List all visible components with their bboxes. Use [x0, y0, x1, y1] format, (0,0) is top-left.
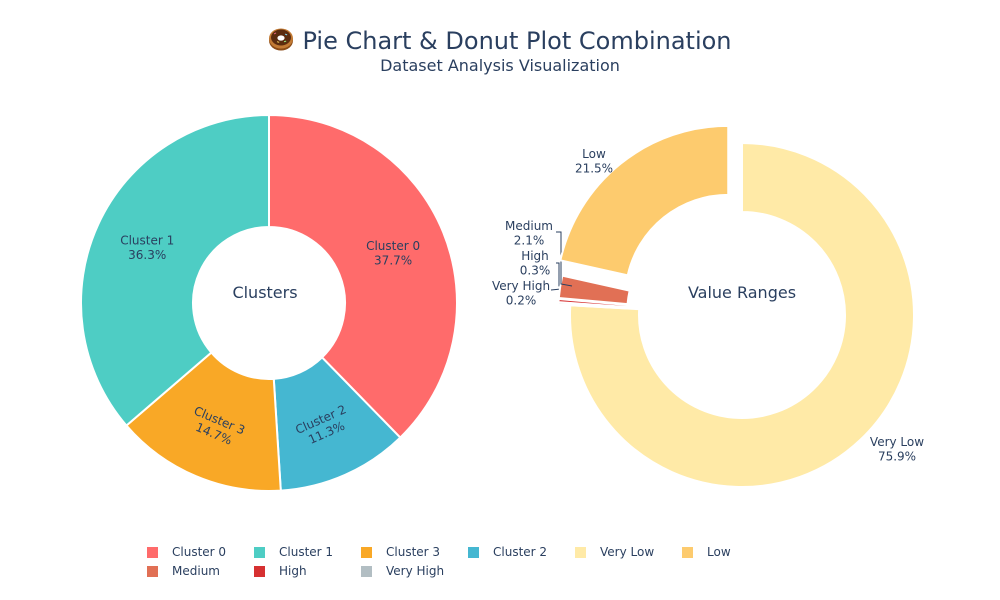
legend-label-medium: Medium	[172, 564, 220, 578]
legend-label-high: High	[279, 564, 307, 578]
slice-label-low: Low 21.5%	[575, 147, 613, 175]
donut-icon	[268, 26, 294, 58]
chart-title-text: Pie Chart & Donut Plot Combination	[302, 27, 732, 55]
legend-swatch-very-high	[361, 565, 372, 577]
legend-swatch-cluster-2	[468, 546, 479, 558]
slice-cluster-0[interactable]	[268, 113, 458, 440]
legend-label-low: Low	[707, 545, 731, 559]
legend-label-cluster-2: Cluster 2	[493, 545, 548, 559]
slice-medium[interactable]	[557, 274, 631, 306]
legend-swatch-high	[254, 565, 265, 577]
legend-swatch-cluster-1	[254, 546, 265, 558]
slice-label-cluster-1: Cluster 1 36.3%	[120, 234, 174, 262]
center-label-clusters: Clusters	[232, 283, 297, 302]
legend-label-cluster-1: Cluster 1	[279, 545, 334, 559]
legend-item-medium[interactable]: Medium	[140, 564, 247, 578]
slice-cluster-1[interactable]	[80, 113, 270, 427]
legend-item-cluster-2[interactable]: Cluster 2	[461, 545, 568, 559]
slice-label-cluster-0: Cluster 0 37.7%	[366, 239, 420, 267]
slice-label-very-high: Very High 0.2%	[492, 279, 550, 307]
slice-cluster-3[interactable]	[125, 351, 282, 492]
legend-item-cluster-0[interactable]: Cluster 0	[140, 545, 247, 559]
legend-label-very-high: Very High	[386, 564, 445, 578]
legend-item-low[interactable]: Low	[675, 545, 782, 559]
slice-low[interactable]	[559, 124, 730, 277]
legend-item-high[interactable]: High	[247, 564, 354, 578]
legend-label-very-low: Very Low	[600, 545, 655, 559]
chart-title: Pie Chart & Donut Plot Combination	[0, 26, 1000, 58]
chart-subtitle: Dataset Analysis Visualization	[380, 56, 620, 75]
slice-very-low[interactable]	[569, 141, 915, 488]
legend: Cluster 0 Cluster 1 Cluster 3 Cluster 2 Very…	[140, 545, 880, 578]
legend-item-very-high[interactable]: Very High	[354, 564, 461, 578]
legend-label-cluster-3: Cluster 3	[386, 545, 441, 559]
donut-chart-clusters: Cluster 0 37.7%Cluster 211.3%Cluster 314.…	[80, 113, 458, 492]
legend-swatch-medium	[147, 565, 158, 577]
slice-label-high: High 0.3%	[520, 249, 551, 277]
legend-swatch-cluster-3	[361, 546, 372, 558]
legend-swatch-cluster-0	[147, 546, 158, 558]
legend-item-cluster-3[interactable]: Cluster 3	[354, 545, 461, 559]
legend-item-very-low[interactable]: Very Low	[568, 545, 675, 559]
legend-swatch-low	[682, 546, 693, 558]
slice-label-medium: Medium 2.1%	[505, 219, 553, 247]
slice-label-very-low: Very Low 75.9%	[870, 435, 924, 463]
center-label-value-ranges: Value Ranges	[688, 283, 796, 302]
legend-swatch-very-low	[575, 546, 586, 558]
legend-label-cluster-0: Cluster 0	[172, 545, 227, 559]
donut-chart-value-ranges: Very Low 75.9% Very High 0.2%High 0.3%Medium…	[492, 124, 924, 488]
legend-item-cluster-1[interactable]: Cluster 1	[247, 545, 354, 559]
